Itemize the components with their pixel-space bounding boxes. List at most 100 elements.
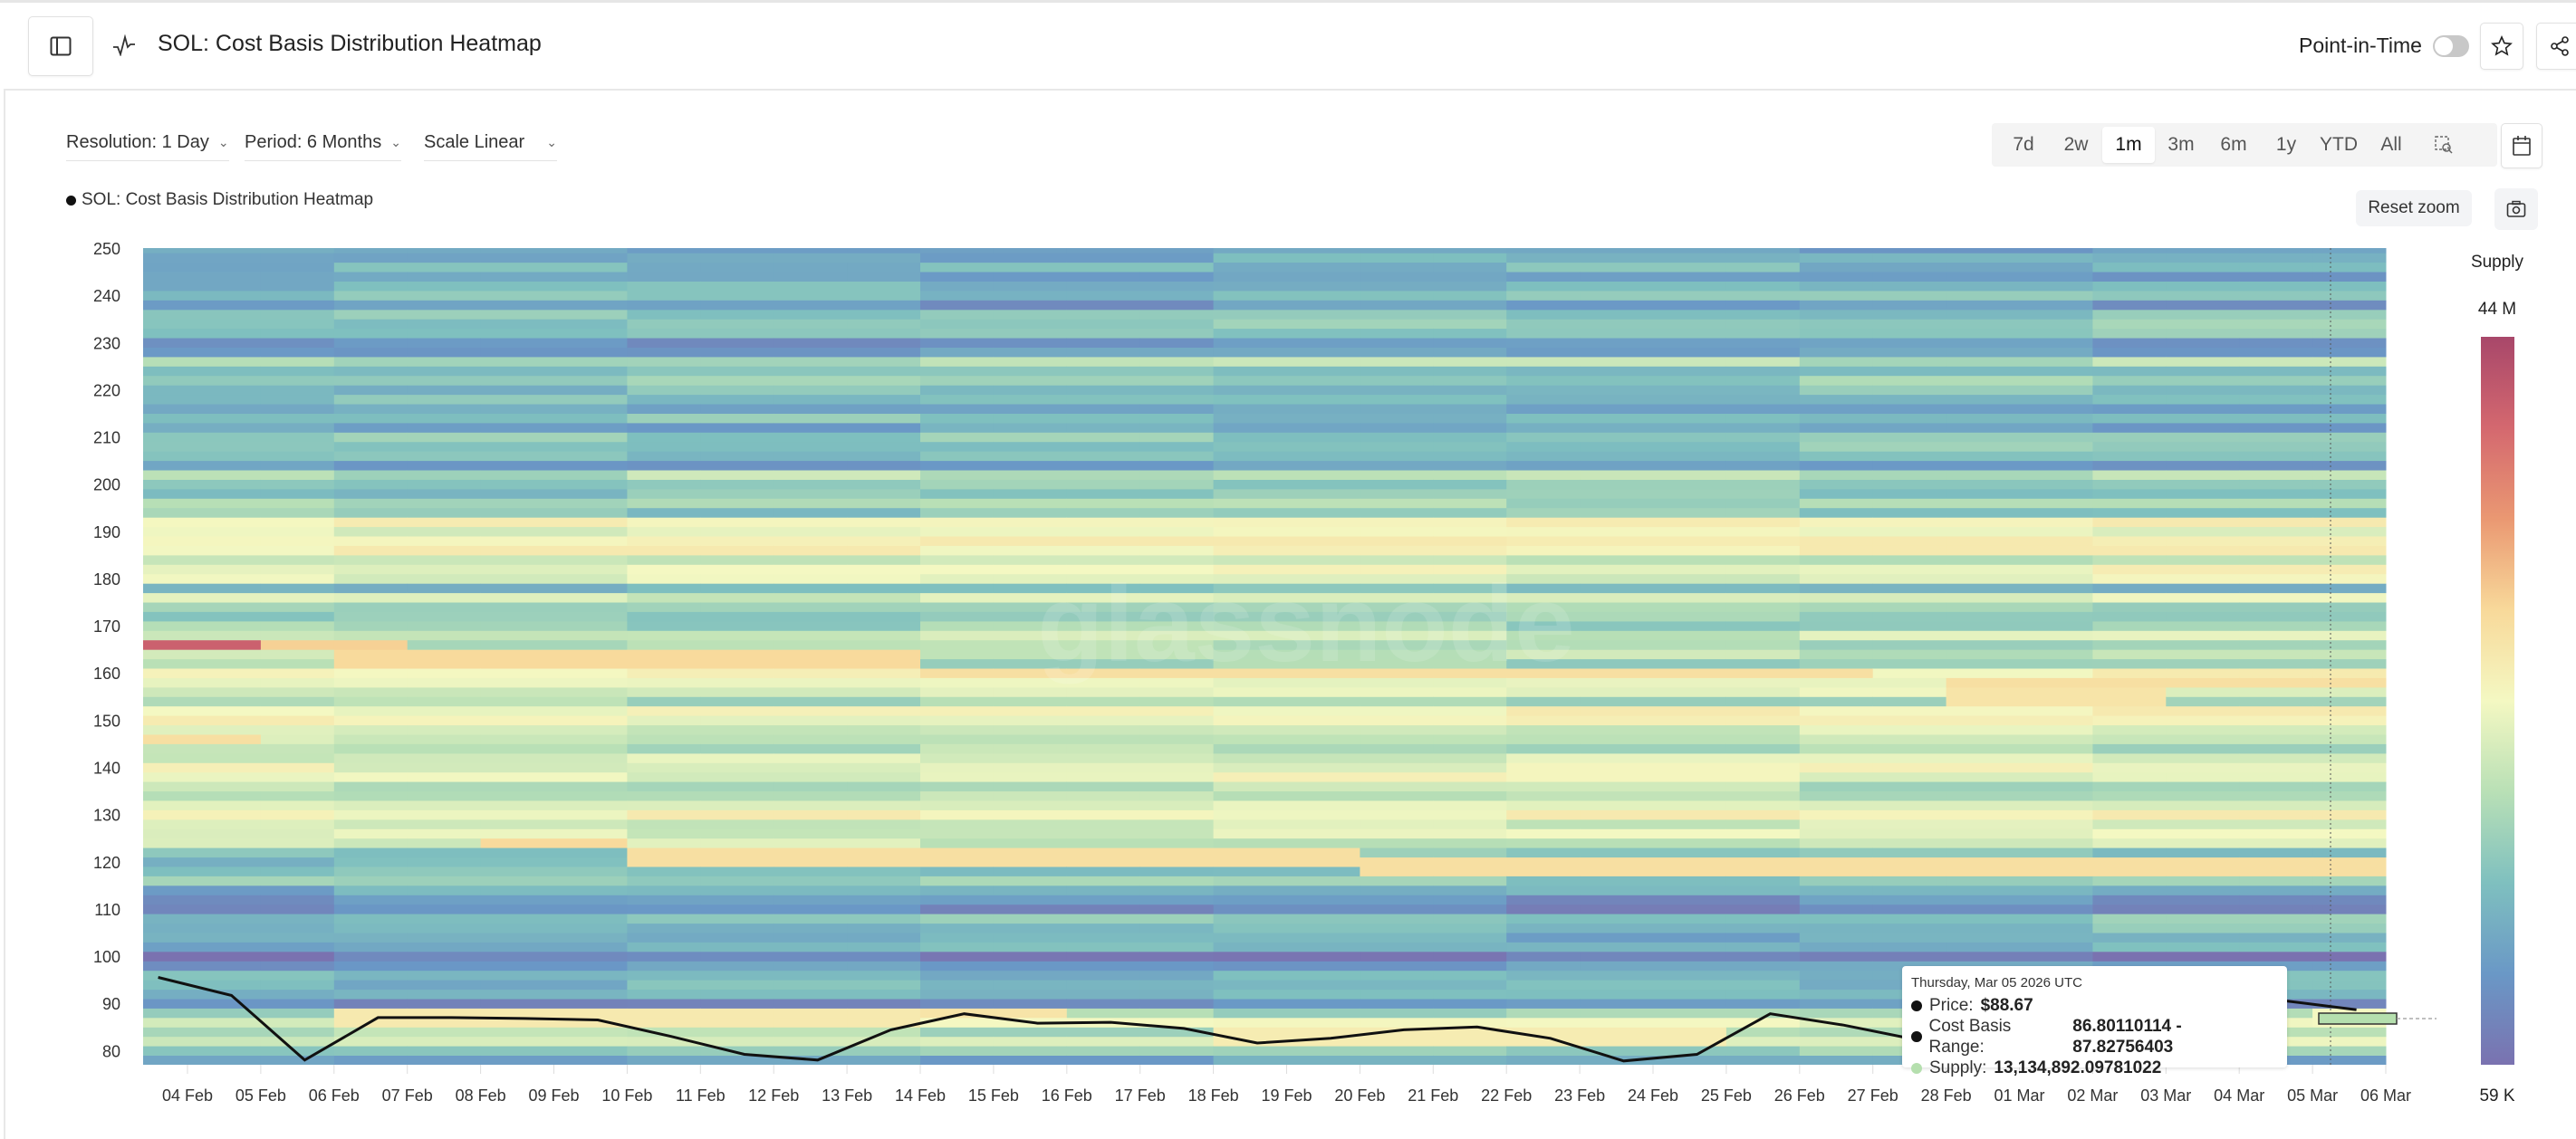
heatmap-cell bbox=[480, 866, 554, 876]
heatmap-cell bbox=[1725, 262, 1801, 273]
heatmap-cell bbox=[2312, 800, 2387, 810]
heatmap-cell bbox=[627, 790, 701, 801]
heatmap-cell bbox=[143, 752, 188, 763]
heatmap-cell bbox=[847, 1017, 921, 1028]
heatmap-cell bbox=[143, 281, 188, 292]
favorite-button[interactable] bbox=[2480, 23, 2523, 70]
heatmap-cell bbox=[993, 338, 1068, 348]
heatmap-cell bbox=[2239, 639, 2313, 650]
range-ytd[interactable]: YTD bbox=[2320, 134, 2358, 155]
heatmap-cell bbox=[993, 715, 1068, 726]
heatmap-cell bbox=[847, 262, 921, 273]
heatmap-cell bbox=[1506, 818, 1581, 829]
heatmap-cell bbox=[847, 639, 921, 650]
heatmap-cell bbox=[1066, 904, 1141, 914]
heatmap-cell bbox=[627, 536, 701, 546]
heatmap-cell bbox=[1799, 479, 1874, 490]
range-2w[interactable]: 2w bbox=[2063, 134, 2089, 155]
point-in-time-toggle[interactable] bbox=[2433, 35, 2469, 57]
heatmap-cell bbox=[847, 451, 921, 462]
chart-legend[interactable]: SOL: Cost Basis Distribution Heatmap bbox=[66, 190, 373, 210]
heatmap-cell bbox=[143, 470, 188, 480]
heatmap-cell bbox=[260, 970, 335, 981]
heatmap-cell bbox=[480, 479, 554, 490]
heatmap-cell bbox=[2166, 385, 2240, 396]
heatmap-cell bbox=[1213, 1027, 1287, 1038]
heatmap-cell bbox=[1872, 470, 1947, 480]
sidebar-toggle-button[interactable] bbox=[28, 16, 93, 76]
range-3m[interactable]: 3m bbox=[2167, 134, 2195, 155]
heatmap-cell bbox=[553, 668, 628, 678]
scale-dropdown[interactable]: Scale Linear ⌄ bbox=[424, 132, 557, 161]
heatmap-cell bbox=[1580, 611, 1654, 622]
heatmap-cell bbox=[187, 857, 262, 867]
heatmap-cell bbox=[774, 479, 848, 490]
period-dropdown[interactable]: Period: 6 Months ⌄ bbox=[245, 132, 401, 161]
heatmap-cell bbox=[1286, 356, 1360, 367]
zoom-select-button[interactable] bbox=[2417, 127, 2470, 163]
heatmap-cell bbox=[993, 951, 1068, 962]
heatmap-cell bbox=[1946, 923, 2020, 933]
screenshot-button[interactable] bbox=[2494, 188, 2538, 230]
heatmap-cell bbox=[2092, 451, 2167, 462]
heatmap-cell bbox=[143, 592, 188, 603]
heatmap-cell bbox=[1799, 866, 1874, 876]
heatmap-cell bbox=[2019, 734, 2093, 744]
heatmap-cell bbox=[774, 347, 848, 358]
heatmap-cell bbox=[143, 451, 188, 462]
range-6m[interactable]: 6m bbox=[2220, 134, 2247, 155]
heatmap-cell bbox=[920, 989, 995, 1000]
range-1m[interactable]: 1m bbox=[2102, 127, 2155, 163]
heatmap-cell bbox=[1286, 951, 1360, 962]
heatmap-cell bbox=[1066, 573, 1141, 584]
heatmap-cell bbox=[1653, 904, 1727, 914]
reset-zoom-button[interactable]: Reset zoom bbox=[2356, 190, 2472, 226]
heatmap-cell bbox=[627, 630, 701, 641]
heatmap-cell bbox=[187, 790, 262, 801]
heatmap-cell bbox=[553, 724, 628, 735]
heatmap-cell bbox=[2166, 828, 2240, 839]
heatmap-cell bbox=[920, 734, 995, 744]
heatmap-cell bbox=[1433, 818, 1507, 829]
heatmap-cell bbox=[143, 1008, 188, 1019]
range-7d[interactable]: 7d bbox=[2013, 134, 2034, 155]
heatmap-cell bbox=[2312, 253, 2387, 263]
heatmap-cell bbox=[2239, 309, 2313, 320]
range-1y[interactable]: 1y bbox=[2275, 134, 2297, 155]
range-all[interactable]: All bbox=[2380, 134, 2402, 155]
heatmap-cell bbox=[1725, 790, 1801, 801]
heatmap-cell bbox=[2312, 404, 2387, 414]
heatmap-cell bbox=[1506, 658, 1581, 669]
heatmap-cell bbox=[700, 479, 774, 490]
heatmap-cell bbox=[333, 933, 409, 943]
heatmap-cell bbox=[1066, 262, 1141, 273]
heatmap-cell bbox=[1213, 771, 1287, 782]
resolution-dropdown[interactable]: Resolution: 1 Day ⌄ bbox=[66, 132, 229, 161]
heatmap-cell bbox=[1946, 866, 2020, 876]
heatmap-cell bbox=[260, 248, 335, 254]
heatmap-cell bbox=[1653, 866, 1727, 876]
heatmap-cell bbox=[1213, 658, 1287, 669]
heatmap-cell bbox=[700, 752, 774, 763]
x-tick-label: 04 Feb bbox=[162, 1086, 213, 1105]
heatmap-cell bbox=[1580, 517, 1654, 528]
heatmap-cell bbox=[1286, 620, 1360, 631]
share-button[interactable] bbox=[2536, 23, 2576, 70]
heatmap-cell bbox=[1139, 441, 1215, 452]
heatmap-cell bbox=[480, 838, 554, 848]
heatmap-cell bbox=[1213, 951, 1287, 962]
heatmap-cell bbox=[260, 526, 335, 537]
heatmap-cell bbox=[1433, 933, 1507, 943]
heatmap-cell bbox=[1360, 847, 1434, 858]
heatmap-cell bbox=[2019, 300, 2093, 311]
heatmap-cell bbox=[1139, 309, 1215, 320]
heatmap-cell bbox=[1653, 470, 1727, 480]
calendar-button[interactable] bbox=[2501, 123, 2542, 168]
heatmap-cell bbox=[1213, 677, 1287, 688]
heatmap-cell bbox=[143, 347, 188, 358]
heatmap-cell bbox=[143, 866, 188, 876]
heatmap-cell bbox=[480, 592, 554, 603]
heatmap-cell bbox=[1725, 658, 1801, 669]
heatmap-cell bbox=[1139, 404, 1215, 414]
